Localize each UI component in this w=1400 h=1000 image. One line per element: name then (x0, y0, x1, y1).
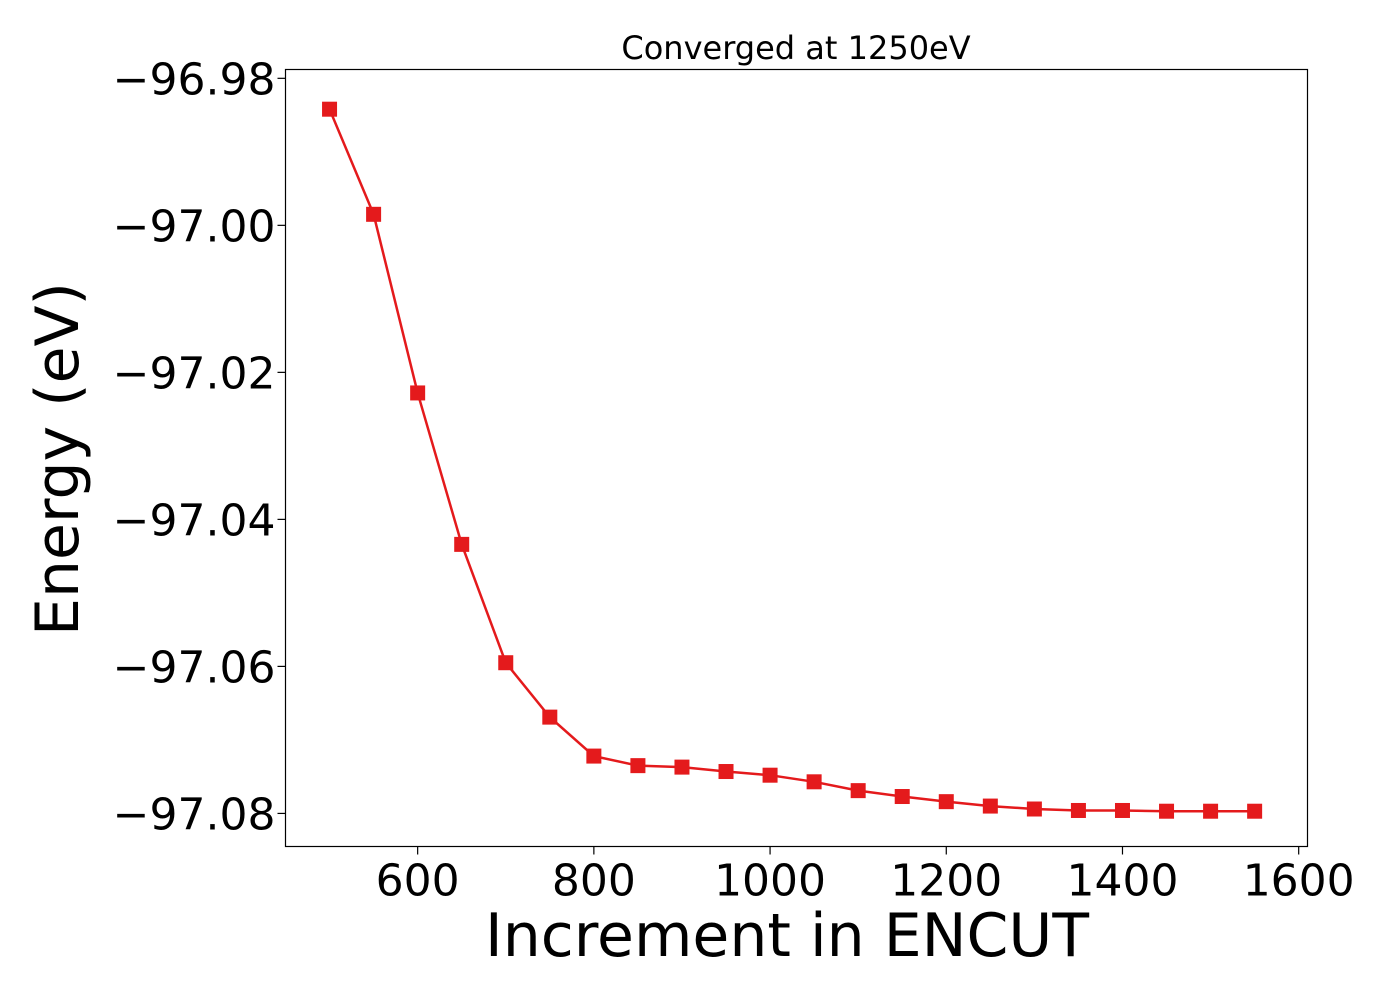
data-series (322, 101, 1263, 819)
data-point-marker (498, 655, 514, 671)
data-point-marker (322, 101, 338, 117)
data-point-marker (1070, 802, 1086, 818)
data-point-marker (1026, 801, 1042, 817)
x-tick-label: 600 (376, 856, 460, 907)
y-tick-label: −97.06 (113, 642, 276, 693)
data-point-marker (410, 385, 426, 401)
x-tick-label: 1200 (890, 856, 1002, 907)
x-tick-label: 1400 (1066, 856, 1178, 907)
axis-ticks: 600 800 1000 1200 1400 1600 −96.98 −97.00 −97.02… (113, 54, 1355, 906)
data-point-marker (938, 794, 954, 810)
data-point-marker (366, 206, 382, 222)
data-point-marker (718, 764, 734, 780)
y-tick-label: −97.00 (113, 201, 276, 252)
data-point-marker (630, 758, 646, 774)
data-point-marker (850, 783, 866, 799)
y-tick-label: −97.08 (113, 789, 276, 840)
data-point-marker (586, 748, 602, 764)
y-axis-label: Energy (eV) (23, 282, 93, 636)
data-point-marker (762, 767, 778, 783)
x-tick-label: 800 (552, 856, 636, 907)
plot-frame (284, 68, 1309, 848)
data-point-marker (454, 536, 470, 552)
data-point-marker (542, 709, 558, 725)
chart-title: Converged at 1250eV (621, 29, 970, 67)
y-tick-label: −96.98 (113, 54, 276, 105)
data-point-marker (674, 759, 690, 775)
data-point-marker (1114, 802, 1130, 818)
data-point-marker (1203, 803, 1219, 819)
y-tick-label: −97.02 (113, 348, 276, 399)
data-point-marker (1159, 803, 1175, 819)
data-point-marker (806, 774, 822, 790)
data-point-marker (1247, 803, 1263, 819)
x-tick-label: 1600 (1243, 856, 1355, 907)
x-tick-label: 1000 (714, 856, 826, 907)
series-line (328, 108, 1255, 813)
y-tick-label: −97.04 (113, 495, 276, 546)
x-axis-label: Increment in ENCUT (485, 901, 1089, 971)
data-point-marker (894, 789, 910, 805)
data-point-marker (982, 798, 998, 814)
